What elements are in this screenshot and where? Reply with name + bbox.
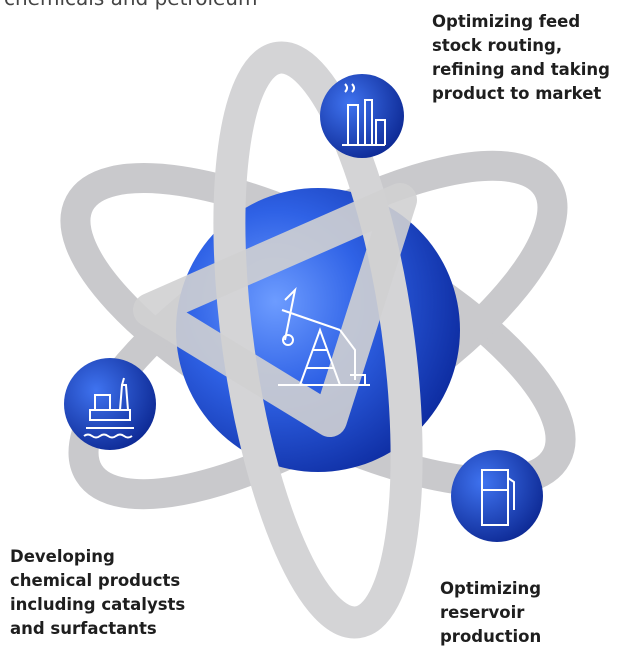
label-line: including catalysts — [10, 593, 185, 617]
label-line: product to market — [432, 82, 610, 106]
label-line: chemical products — [10, 569, 185, 593]
node-label: Developing chemical products including c… — [10, 545, 185, 641]
label-line: Optimizing — [440, 577, 541, 601]
label-line: reservoir — [440, 601, 541, 625]
label-line: refining and taking — [432, 58, 610, 82]
node-circle — [451, 450, 543, 542]
node-label: Optimizing feed stock routing, refining … — [432, 10, 610, 106]
label-line: and surfactants — [10, 617, 185, 641]
label-line: Optimizing feed — [432, 10, 610, 34]
page: chemicals and petroleum Optimizing feed … — [0, 0, 622, 647]
label-line: production — [440, 625, 541, 649]
label-line: Developing — [10, 545, 185, 569]
node-label: Optimizing reservoir production — [440, 577, 541, 649]
label-line: stock routing, — [432, 34, 610, 58]
